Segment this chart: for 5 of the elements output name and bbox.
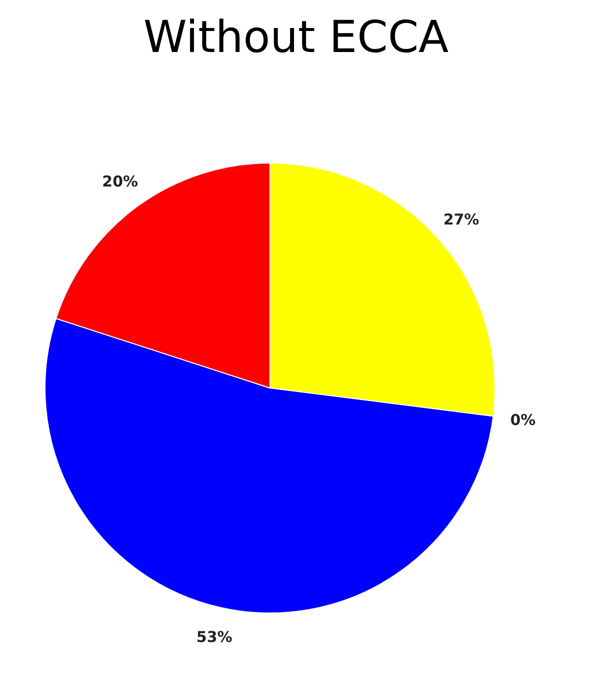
data-label: 20% [102, 172, 138, 191]
chart-title: Without ECCA [142, 11, 450, 65]
data-label: 27% [443, 210, 480, 228]
text: 0% [510, 410, 536, 429]
data-label: 53% [196, 628, 232, 646]
